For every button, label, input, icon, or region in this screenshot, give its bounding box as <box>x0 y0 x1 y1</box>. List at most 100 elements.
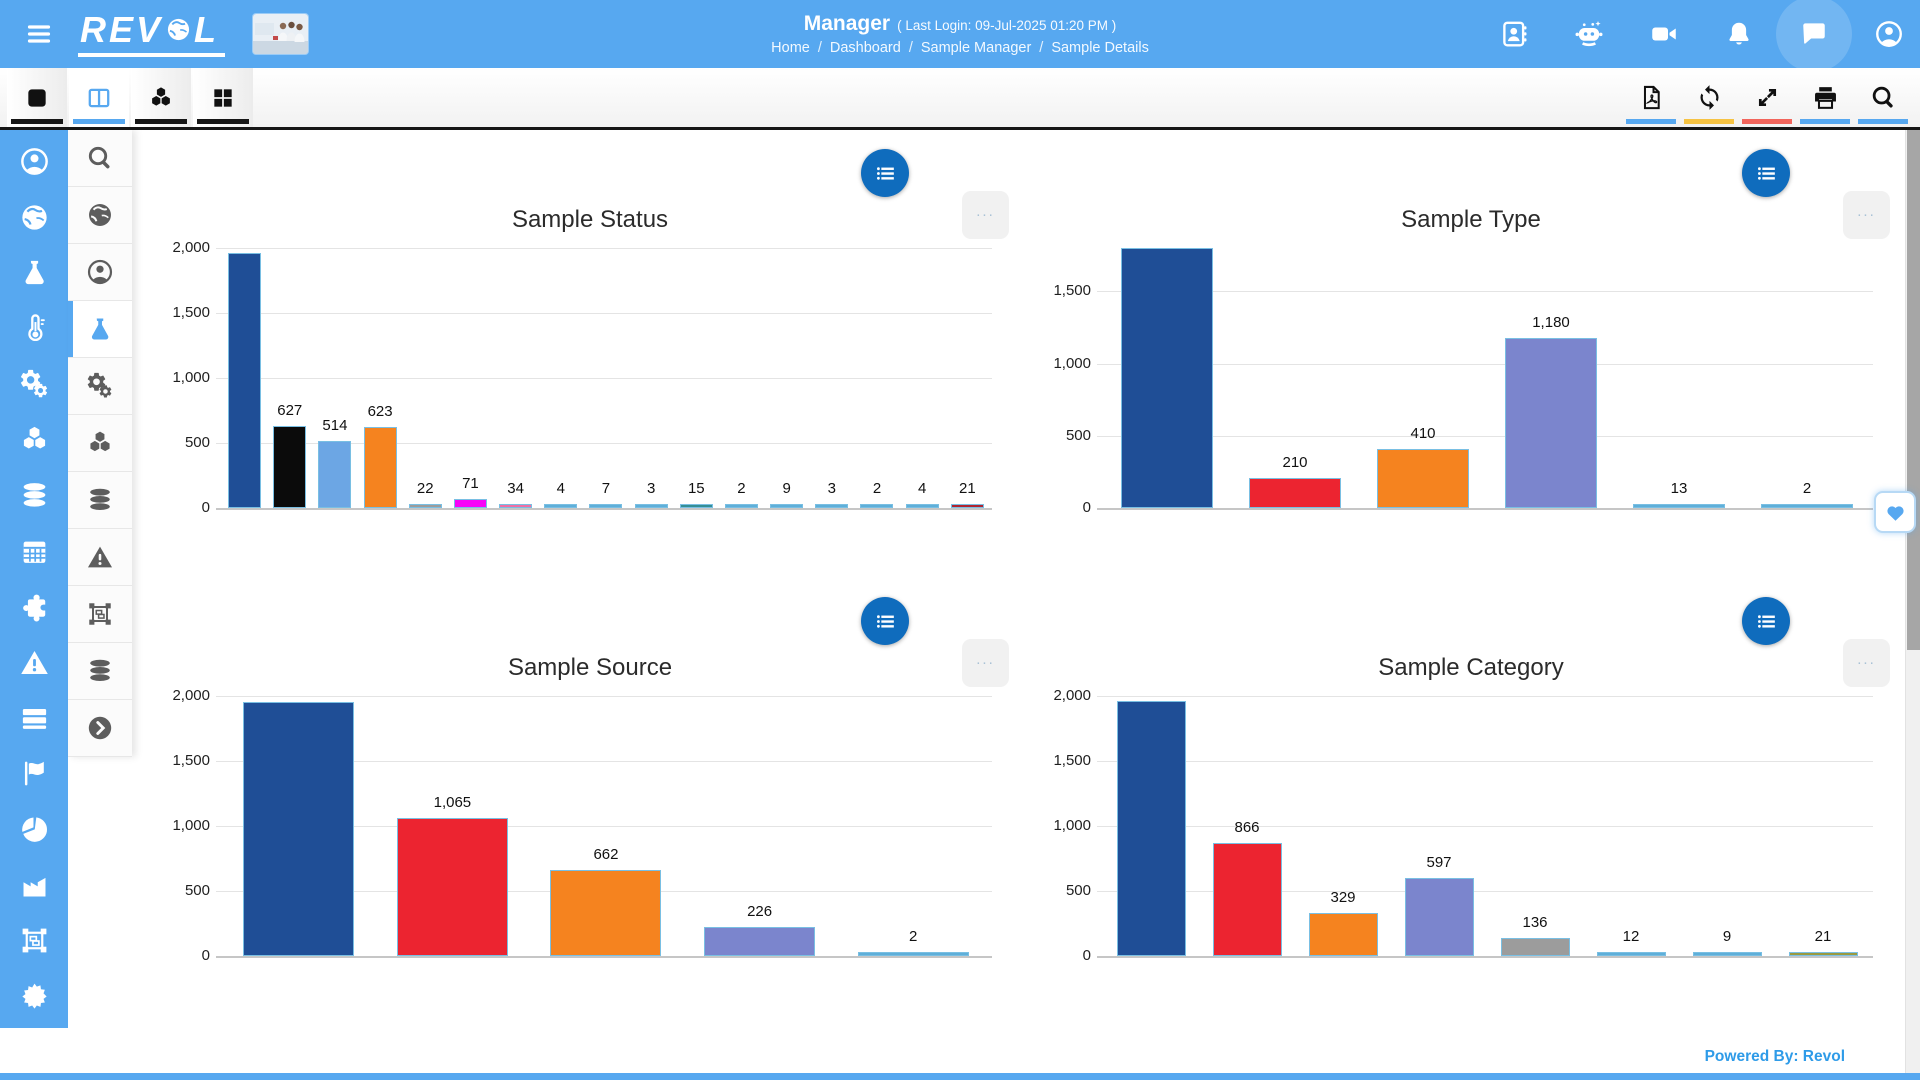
sidebar2-item-gears[interactable] <box>68 358 132 415</box>
bar[interactable] <box>589 504 623 508</box>
bar[interactable] <box>1505 338 1597 508</box>
bar[interactable] <box>1692 952 1762 956</box>
bar[interactable] <box>1121 248 1213 508</box>
bell-icon[interactable] <box>1724 19 1754 49</box>
sidebar-item-thermometer[interactable] <box>19 313 50 344</box>
sidebar-item-flask[interactable] <box>19 257 50 288</box>
sidebar2-item-search[interactable] <box>68 130 132 187</box>
chart-more-button[interactable]: ... <box>1843 191 1890 239</box>
toolbar-expand-button[interactable] <box>1738 68 1796 127</box>
bar[interactable] <box>1212 843 1282 956</box>
sidebar-item-factory[interactable] <box>19 870 50 901</box>
sidebar-item-badge-cog[interactable] <box>19 981 50 1012</box>
bar[interactable] <box>1500 938 1570 956</box>
sidebar-item-server[interactable] <box>19 703 50 734</box>
bar[interactable] <box>815 504 849 508</box>
bar[interactable] <box>550 870 662 956</box>
bar[interactable] <box>1596 952 1666 956</box>
sidebar2-item-user-circle[interactable] <box>68 244 132 301</box>
sidebar2-item-warning[interactable] <box>68 529 132 586</box>
bar[interactable] <box>1308 913 1378 956</box>
address-book-icon[interactable] <box>1499 19 1529 49</box>
sidebar2-item-cubes[interactable] <box>68 415 132 472</box>
breadcrumb-item-dashboard[interactable]: Dashboard <box>829 40 901 56</box>
sidebar2-item-database[interactable] <box>68 472 132 529</box>
bar[interactable] <box>1377 449 1469 508</box>
bar[interactable] <box>679 504 713 508</box>
bar[interactable] <box>860 504 894 508</box>
toolbar-print-button[interactable] <box>1796 68 1854 127</box>
bar[interactable] <box>950 504 984 508</box>
user-circle-icon[interactable] <box>1874 19 1904 49</box>
bar[interactable] <box>1788 952 1858 956</box>
lab-photo-thumbnail[interactable] <box>253 14 309 54</box>
view-tab-square[interactable] <box>7 68 67 127</box>
bar[interactable] <box>318 441 352 508</box>
bar[interactable] <box>453 499 487 508</box>
bar[interactable] <box>408 504 442 508</box>
chart-more-button[interactable]: ... <box>962 639 1009 687</box>
bar[interactable] <box>499 504 533 508</box>
bar[interactable] <box>544 504 578 508</box>
sidebar2-item-chevron-circle[interactable] <box>68 700 132 757</box>
favorites-heart-button[interactable] <box>1874 491 1916 533</box>
sidebar-item-warning[interactable] <box>19 647 50 678</box>
tool-underline <box>1684 119 1734 124</box>
chart-menu-button[interactable] <box>1742 597 1790 645</box>
toolbar-search-button[interactable] <box>1854 68 1912 127</box>
bar[interactable] <box>396 818 508 956</box>
sidebar-item-object-group[interactable] <box>19 925 50 956</box>
bar[interactable] <box>905 504 939 508</box>
chat-icon[interactable] <box>1799 19 1829 49</box>
bar[interactable] <box>1116 701 1186 956</box>
bar[interactable] <box>1249 478 1341 508</box>
breadcrumb-item-sample-manager[interactable]: Sample Manager <box>920 40 1032 56</box>
chart-menu-button[interactable] <box>861 149 909 197</box>
sidebar2-item-globe[interactable] <box>68 187 132 244</box>
sidebar2-item-flask[interactable] <box>68 301 132 358</box>
sidebar-item-globe[interactable] <box>19 202 50 233</box>
menu-icon[interactable] <box>24 20 54 48</box>
breadcrumb-item-sample-details[interactable]: Sample Details <box>1051 40 1149 56</box>
chart-more-button[interactable]: ... <box>1843 639 1890 687</box>
video-icon[interactable] <box>1649 19 1679 49</box>
bar[interactable] <box>363 427 397 508</box>
bar[interactable] <box>243 702 355 956</box>
sidebar-item-pie-chart[interactable] <box>19 814 50 845</box>
sidebar2-item-object-group[interactable] <box>68 586 132 643</box>
y-axis-tick: 500 <box>1065 426 1091 444</box>
sidebar-item-puzzle[interactable] <box>19 591 50 622</box>
bar[interactable] <box>228 253 262 508</box>
sidebar-item-calendar[interactable] <box>19 536 50 567</box>
toolbar-refresh-button[interactable] <box>1680 68 1738 127</box>
chart-more-button[interactable]: ... <box>962 191 1009 239</box>
bar[interactable] <box>273 426 307 508</box>
view-tab-split[interactable] <box>69 68 129 127</box>
bar[interactable] <box>857 952 969 956</box>
toolbar-pdf-button[interactable] <box>1622 68 1680 127</box>
robot-icon[interactable] <box>1574 19 1604 49</box>
bar[interactable] <box>724 504 758 508</box>
sidebar-item-gears[interactable] <box>19 369 50 400</box>
bar[interactable] <box>704 927 816 956</box>
sidebar2-item-database[interactable] <box>68 643 132 700</box>
bar[interactable] <box>1633 504 1725 508</box>
y-axis-tick: 1,500 <box>1053 282 1091 300</box>
vertical-scrollbar[interactable] <box>1905 130 1920 1073</box>
sidebar-item-user-circle[interactable] <box>19 146 50 177</box>
sidebar-item-flag[interactable] <box>19 758 50 789</box>
view-tab-grid[interactable] <box>193 68 253 127</box>
bar[interactable] <box>1404 878 1474 956</box>
app-logo[interactable]: REV L <box>78 11 226 57</box>
chart-menu-button[interactable] <box>861 597 909 645</box>
chart-menu-button[interactable] <box>1742 149 1790 197</box>
scrollbar-thumb[interactable] <box>1907 130 1920 650</box>
view-tab-cubes[interactable] <box>131 68 191 127</box>
bar[interactable] <box>1761 504 1853 508</box>
bar-value-label: 662 <box>593 846 619 863</box>
sidebar-item-cubes[interactable] <box>19 424 50 455</box>
bar[interactable] <box>770 504 804 508</box>
breadcrumb-item-home[interactable]: Home <box>771 40 810 56</box>
bar[interactable] <box>634 504 668 508</box>
sidebar-item-database[interactable] <box>19 480 50 511</box>
